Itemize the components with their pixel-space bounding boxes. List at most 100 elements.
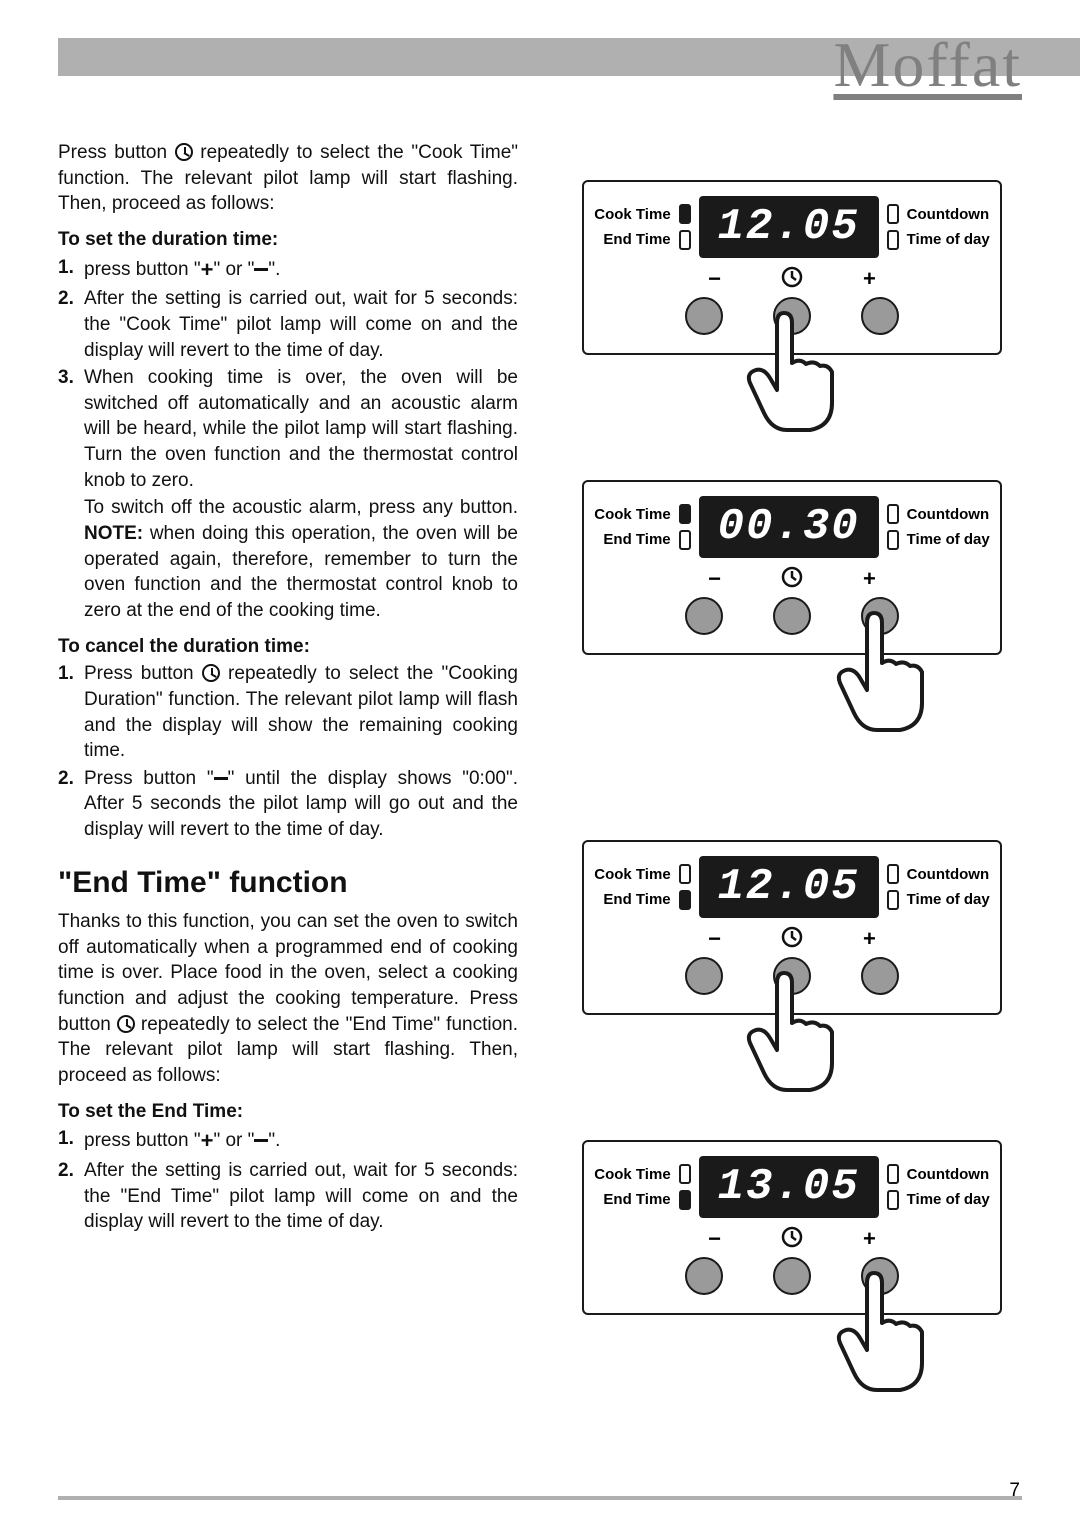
- countdown-label: Countdown: [907, 1166, 989, 1183]
- cook-time-pilot: [679, 1164, 691, 1184]
- left-pilot-column: [679, 864, 691, 910]
- left-column: Press button repeatedly to select the "C…: [58, 140, 518, 1237]
- end-set-list: 1. press button "+" or "". 2. After the …: [58, 1126, 518, 1235]
- note-label: NOTE:: [84, 523, 143, 544]
- list-number: 2.: [58, 286, 84, 363]
- hand-pointer-icon: [822, 1268, 932, 1413]
- minus-button[interactable]: [685, 1257, 723, 1295]
- panel-box: Cook TimeEnd Time00.30CountdownTime of d…: [582, 480, 1002, 655]
- clock-icon: [781, 1226, 803, 1248]
- time-display: 12.05: [699, 196, 879, 258]
- minus-button[interactable]: [685, 597, 723, 635]
- countdown-label: Countdown: [907, 866, 989, 883]
- page-content: Press button repeatedly to select the "C…: [58, 140, 1022, 1502]
- countdown-pilot: [887, 204, 899, 224]
- end-time-label: End Time: [603, 231, 670, 248]
- right-pilot-column: [887, 1164, 899, 1210]
- plus-button[interactable]: [861, 297, 899, 335]
- time-of-day-pilot: [887, 1190, 899, 1210]
- panel-display-row: Cook Time End Time 13.05 Countdown Time of d…: [594, 1156, 990, 1218]
- list-item: 1. Press button repeatedly to select the…: [58, 661, 518, 764]
- time-of-day-pilot: [887, 890, 899, 910]
- mode-clock-icon: [781, 1226, 803, 1253]
- cook-time-label: Cook Time: [594, 1166, 670, 1183]
- time-display: 13.05: [699, 1156, 879, 1218]
- cook-time-pilot: [679, 504, 691, 524]
- minus-button[interactable]: [685, 297, 723, 335]
- text: press button ": [84, 1130, 201, 1151]
- brand-logo: Moffat: [833, 28, 1022, 102]
- end-time-label: End Time: [603, 531, 670, 548]
- list-item: 2. Press button "" until the display sho…: [58, 766, 518, 843]
- clock-icon: [117, 1015, 135, 1033]
- right-labels: Countdown Time of day: [907, 866, 990, 908]
- mode-button[interactable]: [773, 597, 811, 635]
- countdown-label: Countdown: [907, 206, 989, 223]
- list-item: 3. When cooking time is over, the oven w…: [58, 365, 518, 493]
- plus-button[interactable]: [861, 957, 899, 995]
- note-paragraph: To switch off the acoustic alarm, press …: [84, 495, 518, 623]
- end-time-heading: "End Time" function: [58, 863, 518, 904]
- panel-symbols-row: −+: [594, 566, 990, 593]
- mode-clock-icon: [781, 266, 803, 293]
- end-time-label: End Time: [603, 891, 670, 908]
- time-of-day-label: Time of day: [907, 891, 990, 908]
- list-text: press button "+" or "".: [84, 255, 518, 285]
- list-number: 1.: [58, 1126, 84, 1156]
- cook-time-pilot: [679, 864, 691, 884]
- text: Press button: [58, 142, 175, 163]
- list-item: 1. press button "+" or "".: [58, 1126, 518, 1156]
- list-text: Press button "" until the display shows …: [84, 766, 518, 843]
- panel-box: Cook Time End Time 13.05 Countdown Time of d…: [582, 1140, 1002, 1315]
- clock-icon: [781, 566, 803, 588]
- right-labels: Countdown Time of day: [907, 1166, 990, 1208]
- time-display: 12.05: [699, 856, 879, 918]
- text: Press button: [84, 663, 202, 684]
- hand-pointer-icon: [732, 308, 842, 453]
- clock-icon: [202, 664, 220, 682]
- end-time-pilot: [679, 890, 691, 910]
- minus-symbol: −: [708, 1226, 721, 1253]
- plus-symbol: +: [863, 566, 876, 593]
- plus-symbol: +: [863, 926, 876, 953]
- left-pilot-column: [679, 1164, 691, 1210]
- set-duration-list: 1. press button "+" or "". 2. After the …: [58, 255, 518, 494]
- text: ".: [268, 259, 280, 280]
- minus-button[interactable]: [685, 957, 723, 995]
- text: when doing this operation, the oven will…: [84, 523, 518, 621]
- list-text: After the setting is carried out, wait f…: [84, 1158, 518, 1235]
- time-of-day-pilot: [887, 230, 899, 250]
- clock-icon: [781, 266, 803, 288]
- mode-button[interactable]: [773, 1257, 811, 1295]
- mode-clock-icon: [781, 926, 803, 953]
- countdown-pilot: [887, 864, 899, 884]
- list-text: When cooking time is over, the oven will…: [84, 365, 518, 493]
- plus-symbol: +: [863, 266, 876, 293]
- minus-icon: [254, 1139, 268, 1142]
- end-time-label: End Time: [603, 1191, 670, 1208]
- cancel-list: 1. Press button repeatedly to select the…: [58, 661, 518, 842]
- end-time-pilot: [679, 230, 691, 250]
- text: To switch off the acoustic alarm, press …: [84, 497, 518, 518]
- list-item: 1. press button "+" or "".: [58, 255, 518, 285]
- list-item: 2. After the setting is carried out, wai…: [58, 286, 518, 363]
- list-text: Press button repeatedly to select the "C…: [84, 661, 518, 764]
- right-pilot-column: [887, 504, 899, 550]
- time-of-day-label: Time of day: [907, 1191, 990, 1208]
- minus-symbol: −: [708, 926, 721, 953]
- list-number: 3.: [58, 365, 84, 493]
- text: press button ": [84, 259, 201, 280]
- control-panel: Cook TimeEnd Time00.30CountdownTime of d…: [562, 480, 1022, 750]
- text: ".: [268, 1130, 280, 1151]
- left-pilot-column: [679, 504, 691, 550]
- right-labels: CountdownTime of day: [907, 206, 990, 248]
- list-number: 1.: [58, 255, 84, 285]
- panel-symbols-row: −+: [594, 926, 990, 953]
- footer-line: [58, 1496, 1022, 1500]
- panel-display-row: Cook TimeEnd Time12.05CountdownTime of d…: [594, 196, 990, 258]
- mode-clock-icon: [781, 566, 803, 593]
- panel-symbols-row: −+: [594, 266, 990, 293]
- minus-symbol: −: [708, 266, 721, 293]
- text: Press button ": [84, 768, 214, 789]
- right-labels: CountdownTime of day: [907, 506, 990, 548]
